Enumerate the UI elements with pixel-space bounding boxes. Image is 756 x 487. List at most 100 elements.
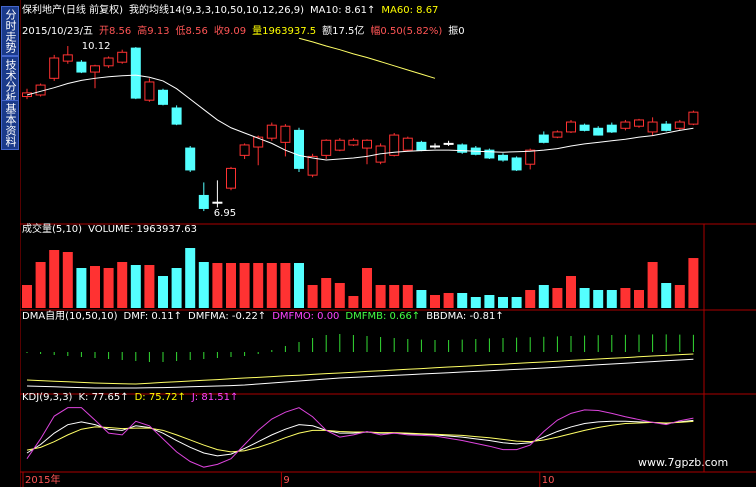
volume-bar xyxy=(35,262,46,308)
volume-bar xyxy=(90,266,100,308)
volume-bar xyxy=(22,285,32,308)
info-item: DMFMB: 0.66↑ xyxy=(345,311,420,322)
volume-bar xyxy=(103,268,114,308)
candle-body xyxy=(688,111,699,125)
indicator-line xyxy=(26,74,694,161)
candle-body xyxy=(62,54,73,62)
candle-body xyxy=(430,145,440,148)
info-item: J: 81.51↑ xyxy=(191,392,239,403)
info-item: K: 77.65↑ xyxy=(78,392,128,403)
volume-bar xyxy=(470,297,481,308)
info-item: BBDMA: -0.81↑ xyxy=(426,311,504,322)
info-item: 我的均线14(9,3,3,10,50,10,12,26,9) xyxy=(129,3,304,16)
volume-bar xyxy=(321,278,332,308)
candle-body xyxy=(307,155,318,176)
volume-bar xyxy=(280,263,291,308)
volume-bar xyxy=(76,268,87,308)
x-tick-label: 2015年 xyxy=(25,473,60,486)
info-item: DMF: 0.11↑ xyxy=(124,311,183,322)
volume-bar xyxy=(661,283,672,308)
volume-bar xyxy=(552,288,563,308)
info-item: D: 75.72↑ xyxy=(135,392,186,403)
volume-bar xyxy=(620,288,631,308)
info-item: 开8.56 xyxy=(99,26,131,37)
volume-bar xyxy=(171,268,182,308)
candle-body xyxy=(76,61,87,73)
candle-body xyxy=(334,139,345,151)
indicator-line xyxy=(26,353,694,385)
info-item: 额17.5亿 xyxy=(322,24,364,37)
candle-body xyxy=(226,167,236,189)
volume-bar xyxy=(511,297,522,308)
candle-body xyxy=(661,123,672,131)
volume-bar xyxy=(226,263,236,308)
volume-bar xyxy=(158,276,168,308)
x-tick-label: 9 xyxy=(283,475,289,486)
side-tab[interactable]: 技术分析 xyxy=(1,56,19,106)
x-tick-label: 10 xyxy=(542,475,555,486)
candle-body xyxy=(185,147,196,171)
volume-bar xyxy=(375,285,386,308)
info-item: 收9.09 xyxy=(214,24,246,37)
info-item: KDJ(9,3,3) xyxy=(22,392,73,403)
candle-body xyxy=(457,144,468,153)
candle-body xyxy=(443,142,454,145)
candle-body xyxy=(198,194,209,209)
volume-bar xyxy=(334,283,345,308)
candle-body xyxy=(294,129,304,169)
candle-body xyxy=(634,119,644,127)
candle-body xyxy=(103,57,114,67)
candle-body xyxy=(593,127,604,136)
info-item: VOLUME: 1963937.63 xyxy=(88,224,197,235)
volume-bar xyxy=(688,258,699,308)
candle-body xyxy=(647,121,658,133)
indicator-line xyxy=(298,37,436,79)
volume-bar xyxy=(566,276,576,308)
info-item: MA10: 8.61↑ xyxy=(310,5,375,16)
candle-body xyxy=(620,121,631,129)
candle-body xyxy=(117,51,128,63)
volume-bar xyxy=(49,250,60,308)
candle-body xyxy=(552,131,563,138)
candle-body xyxy=(239,144,250,156)
candle-body xyxy=(280,125,291,143)
volume-bar xyxy=(348,296,359,308)
candle-body xyxy=(511,157,522,171)
info-item: 振0 xyxy=(448,24,464,37)
indicator-line xyxy=(26,358,694,389)
candle-body xyxy=(49,57,60,79)
candle-body xyxy=(484,149,495,159)
volume-bar xyxy=(634,290,644,308)
volume-bar xyxy=(144,265,155,308)
volume-bar xyxy=(525,290,536,308)
candle-body xyxy=(606,124,617,133)
low-label: 6.95 xyxy=(214,208,236,219)
volume-bar xyxy=(416,290,427,308)
volume-bar xyxy=(647,262,658,308)
high-label: 10.12 xyxy=(82,41,111,52)
volume-bar xyxy=(402,285,413,308)
volume-bar xyxy=(198,262,209,308)
side-tab[interactable]: 分时走势 xyxy=(1,6,19,56)
indicator-line xyxy=(26,407,694,468)
volume-bar xyxy=(130,265,141,308)
candle-body xyxy=(90,65,100,73)
candle-body xyxy=(538,134,549,143)
info-item: 2015/10/23/五 xyxy=(22,26,93,37)
info-item: 保利地产(日线 前复权) xyxy=(22,3,123,16)
volume-bar xyxy=(674,285,685,308)
candle-body xyxy=(579,124,590,131)
candle-body xyxy=(525,149,536,165)
volume-bar xyxy=(239,263,250,308)
info-item: 低8.56 xyxy=(176,24,208,37)
side-tab[interactable]: 基本资料 xyxy=(1,100,19,150)
indicator-line xyxy=(26,419,694,457)
info-item: 高9.13 xyxy=(137,24,169,37)
volume-bar xyxy=(538,285,549,308)
indicator-line xyxy=(26,420,694,453)
candle-body xyxy=(674,121,685,129)
candle-body xyxy=(402,137,413,151)
volume-bar xyxy=(579,288,590,308)
candle-body xyxy=(266,124,277,139)
